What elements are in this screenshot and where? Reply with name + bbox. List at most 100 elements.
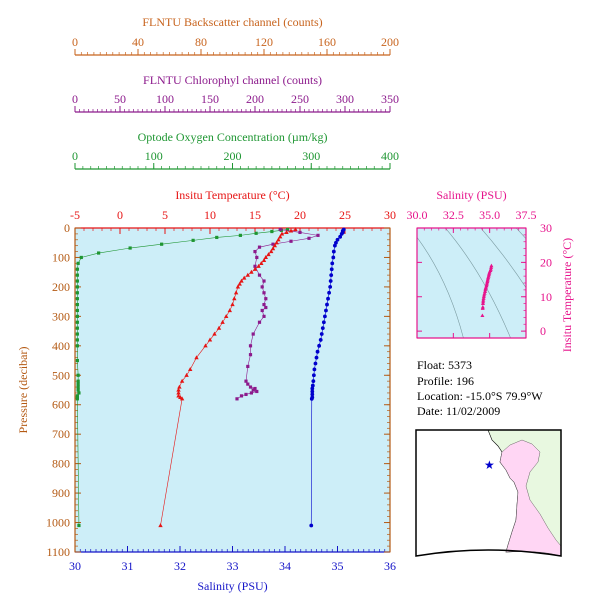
- salinity-point: [317, 343, 322, 348]
- float-info: Float: 5373 Profile: 196 Location: -15.0…: [417, 358, 543, 418]
- temperature-point: [194, 355, 199, 360]
- tick-label: 600: [52, 398, 70, 412]
- temperature-point: [272, 243, 277, 248]
- ts-point: [489, 263, 494, 268]
- oxygen-point: [215, 235, 219, 240]
- ts-points: [480, 263, 494, 318]
- tick-label: 250: [291, 92, 309, 106]
- chlorophyll-point: [264, 297, 268, 301]
- tick-label: 1000: [46, 516, 70, 530]
- chlorophyll-point: [262, 314, 266, 318]
- tick-label: 800: [52, 457, 70, 471]
- tick-label: 10: [204, 208, 216, 222]
- salinity-point: [318, 338, 323, 342]
- ts-axes: Salinity (PSU) Insitu Temperature (°C) 3…: [407, 188, 575, 352]
- oxygen-point: [76, 379, 80, 383]
- ts-x-tick-label: 35.0: [479, 208, 500, 222]
- chlorophyll-point: [262, 302, 266, 307]
- pressure-axis-label: Pressure (decibar): [16, 347, 30, 434]
- density-contours: [417, 228, 526, 338]
- chlorophyll-point: [253, 264, 257, 268]
- chlorophyll-point: [244, 392, 248, 397]
- temperature-point: [263, 255, 268, 260]
- density-contour: [480, 228, 526, 289]
- chlorophyll-point: [248, 353, 253, 357]
- temperature-point: [224, 313, 229, 318]
- tick-label: 700: [52, 427, 70, 441]
- chlorophyll-point: [255, 255, 259, 260]
- salinity-point: [313, 361, 318, 366]
- salinity-point: [310, 392, 315, 397]
- temperature-point: [279, 231, 285, 236]
- salinity-point: [328, 285, 333, 289]
- oxygen-point: [77, 523, 81, 528]
- ts-point: [483, 289, 488, 293]
- salinity-point: [330, 261, 335, 266]
- main-plot-area: [74, 227, 391, 553]
- oxygen-point: [270, 229, 274, 234]
- salinity-point: [324, 308, 328, 313]
- temperature-point: [184, 372, 189, 377]
- salinity-point: [326, 296, 330, 301]
- temperature-axis: Insitu Temperature (°C) -5 0 5 10 15 20 25 30: [70, 188, 396, 234]
- temperature-point: [293, 227, 298, 232]
- temperature-point: [177, 384, 182, 389]
- float-location-star-icon: ★: [484, 458, 495, 472]
- salinity-point: [332, 243, 337, 248]
- chlorophyll-point: [262, 291, 266, 295]
- ts-point: [482, 291, 487, 295]
- salinity-point: [310, 389, 315, 394]
- oxygen-point: [254, 231, 258, 235]
- salinity-point: [339, 231, 344, 236]
- salinity-axis: Salinity (PSU) 30 31 32 33 34 35 36: [69, 546, 396, 593]
- temperature-point: [278, 234, 283, 239]
- ts-temperature-label: Insitu Temperature (°C): [560, 238, 574, 352]
- chlorophyll-axis-label: FLNTU Chlorophyl channel (counts): [143, 73, 322, 87]
- ts-point: [482, 292, 487, 297]
- chlorophyll-series: [235, 227, 320, 401]
- chlorophyll-point: [262, 279, 266, 283]
- ts-point: [489, 265, 494, 269]
- oxygen-point: [97, 251, 101, 255]
- tick-label: 1100: [46, 545, 70, 559]
- oxygen-point: [75, 308, 79, 313]
- salinity-axis-label: Salinity (PSU): [197, 579, 267, 593]
- chlorophyll-point: [239, 394, 244, 398]
- tick-label: 0: [72, 149, 78, 163]
- tick-label: -5: [70, 208, 80, 222]
- salinity-point: [335, 237, 340, 242]
- temperature-point: [220, 319, 225, 324]
- tick-label: 200: [381, 35, 399, 49]
- oxygen-axis-label: Optode Oxygen Concentration (µm/kg): [138, 130, 328, 144]
- temperature-point: [274, 240, 279, 245]
- chlorophyll-point: [264, 305, 268, 310]
- ts-x-tick-label: 32.5: [443, 208, 464, 222]
- chlorophyll-point: [251, 332, 255, 336]
- temperature-point: [288, 228, 294, 233]
- oxygen-point: [75, 397, 79, 401]
- tick-label: 80: [195, 35, 207, 49]
- temperature-point: [188, 366, 193, 371]
- ts-plot-area: [416, 227, 527, 339]
- chlorophyll-point: [307, 236, 311, 240]
- chlorophyll-point: [235, 397, 239, 401]
- tick-label: 0: [117, 208, 123, 222]
- salinity-point: [309, 396, 314, 401]
- chlorophyll-point: [251, 388, 255, 392]
- salinity-point: [311, 373, 316, 378]
- backscatter-axis-label: FLNTU Backscatter channel (counts): [142, 15, 322, 29]
- chlorophyll-point: [246, 382, 250, 386]
- temperature-point: [239, 278, 244, 283]
- oxygen-axis: Optode Oxygen Concentration (µm/kg) 0 100…: [72, 130, 399, 170]
- tick-label: 350: [381, 92, 399, 106]
- chlorophyll-point: [253, 249, 257, 254]
- temperature-point: [203, 343, 208, 348]
- tick-label: 100: [145, 149, 163, 163]
- tick-label: 40: [132, 35, 144, 49]
- salinity-point: [311, 379, 316, 384]
- location: Location: -15.0°S 79.9°W: [417, 389, 543, 403]
- temperature-point: [216, 325, 222, 330]
- oxygen-point: [77, 391, 81, 395]
- salinity-point: [331, 255, 336, 260]
- ts-y-tick-label: 30: [540, 221, 552, 235]
